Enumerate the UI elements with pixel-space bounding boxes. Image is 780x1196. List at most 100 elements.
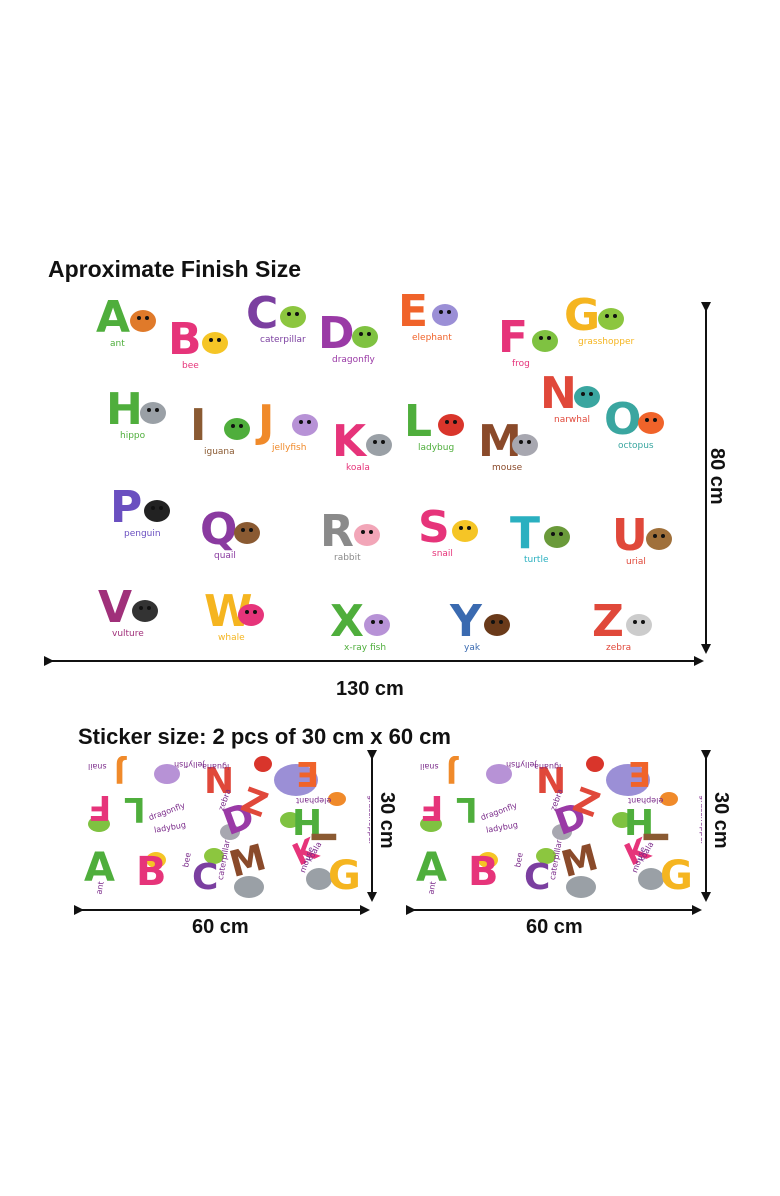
letter-c: C (246, 288, 279, 339)
animal-illustration (660, 792, 678, 806)
animal-illustration (154, 764, 180, 784)
animal-illustration (364, 614, 390, 636)
animal-illustration (88, 816, 110, 832)
panel-word: ant (94, 880, 106, 896)
animal-illustration (612, 812, 632, 828)
letter-v: V (98, 582, 133, 633)
animal-illustration (328, 792, 346, 806)
animal-word: dragonfly (332, 355, 375, 365)
animal-illustration (144, 500, 170, 522)
animal-word: octopus (618, 441, 654, 451)
animal-illustration (598, 308, 624, 330)
animal-word: yak (464, 643, 481, 653)
panel2-height-label: 30 cm (710, 792, 732, 849)
letter-f: F (498, 312, 529, 363)
panel-letter-c: C (192, 857, 219, 898)
panel-letter-j: J (446, 756, 458, 789)
height-label: 80 cm (706, 448, 728, 505)
panel-letter-f: F (88, 787, 112, 827)
animal-word: koala (346, 463, 370, 473)
letter-y: Y (450, 596, 482, 647)
animal-illustration (646, 528, 672, 550)
letter-o: O (604, 394, 642, 445)
animal-illustration (238, 604, 264, 626)
animal-illustration (638, 868, 664, 890)
letter-q: Q (200, 504, 238, 555)
animal-word: ladybug (418, 443, 455, 453)
animal-illustration (544, 526, 570, 548)
animal-word: penguin (124, 529, 161, 539)
letter-i: I (190, 400, 207, 451)
animal-illustration (638, 412, 664, 434)
sticker-size-heading: Sticker size: 2 pcs of 30 cm x 60 cm (78, 724, 451, 749)
panel-word: elephant (628, 796, 664, 805)
letter-b: B (168, 314, 202, 365)
animal-word: mouse (492, 463, 523, 473)
animal-illustration (566, 876, 596, 898)
animal-illustration (280, 306, 306, 328)
panel-letter-g: G (328, 853, 361, 899)
letter-p: P (110, 482, 143, 533)
letter-l: L (404, 396, 433, 447)
letter-d: D (318, 308, 355, 359)
panel-letter-c: C (524, 857, 551, 898)
panel-letter-l: L (456, 789, 478, 829)
animal-word: vulture (112, 629, 144, 639)
letter-a: A (96, 292, 131, 343)
animal-illustration (432, 304, 458, 326)
panel-word: ant (426, 880, 438, 896)
animal-word: quail (214, 551, 236, 561)
animal-illustration (552, 824, 572, 840)
animal-illustration (202, 332, 228, 354)
letter-h: H (106, 384, 143, 435)
animal-illustration (420, 816, 442, 832)
panel-letter-a: A (416, 845, 447, 891)
panel-letter-m: M (557, 837, 603, 886)
panel-word: snail (88, 762, 107, 771)
letter-u: U (612, 510, 648, 561)
panel-letter-e: E (296, 756, 320, 793)
animal-illustration (438, 414, 464, 436)
panel-letter-a: A (84, 845, 115, 891)
panel-letter-z: Z (235, 779, 273, 827)
animal-word: narwhal (554, 415, 590, 425)
animal-illustration (586, 756, 604, 772)
animal-word: zebra (606, 643, 632, 653)
letter-s: S (418, 502, 450, 553)
animal-illustration (574, 386, 600, 408)
width-label: 130 cm (336, 678, 404, 700)
panel-letter-z: Z (567, 779, 605, 827)
animal-illustration (478, 852, 498, 868)
animal-word: snail (432, 549, 453, 559)
animal-word: hippo (120, 431, 146, 441)
animal-illustration (204, 848, 224, 864)
animal-word: jellyfish (272, 443, 307, 453)
panel2-width-label: 60 cm (526, 916, 583, 938)
letter-e: E (398, 286, 429, 337)
letter-r: R (320, 506, 354, 557)
panel-letter-g: G (660, 853, 693, 899)
animal-word: frog (512, 359, 530, 369)
animal-illustration (130, 310, 156, 332)
panel-word: grasshopper (366, 795, 370, 845)
letter-t: T (510, 508, 541, 559)
animal-illustration (234, 522, 260, 544)
animal-illustration (140, 402, 166, 424)
finish-size-heading: Aproximate Finish Size (48, 256, 302, 282)
panel-word: iguana (202, 762, 230, 771)
animal-word: iguana (204, 447, 235, 457)
animal-illustration (352, 326, 378, 348)
animal-illustration (536, 848, 556, 864)
animal-word: ant (110, 339, 125, 349)
panel-word: dragonfly (147, 800, 187, 823)
animal-illustration (626, 614, 652, 636)
animal-word: elephant (412, 333, 452, 343)
animal-illustration (220, 824, 240, 840)
panel1-width-label: 60 cm (192, 916, 249, 938)
animal-illustration (292, 414, 318, 436)
animal-word: turtle (524, 555, 549, 565)
panel-letter-m: M (225, 837, 271, 886)
animal-illustration (512, 434, 538, 456)
